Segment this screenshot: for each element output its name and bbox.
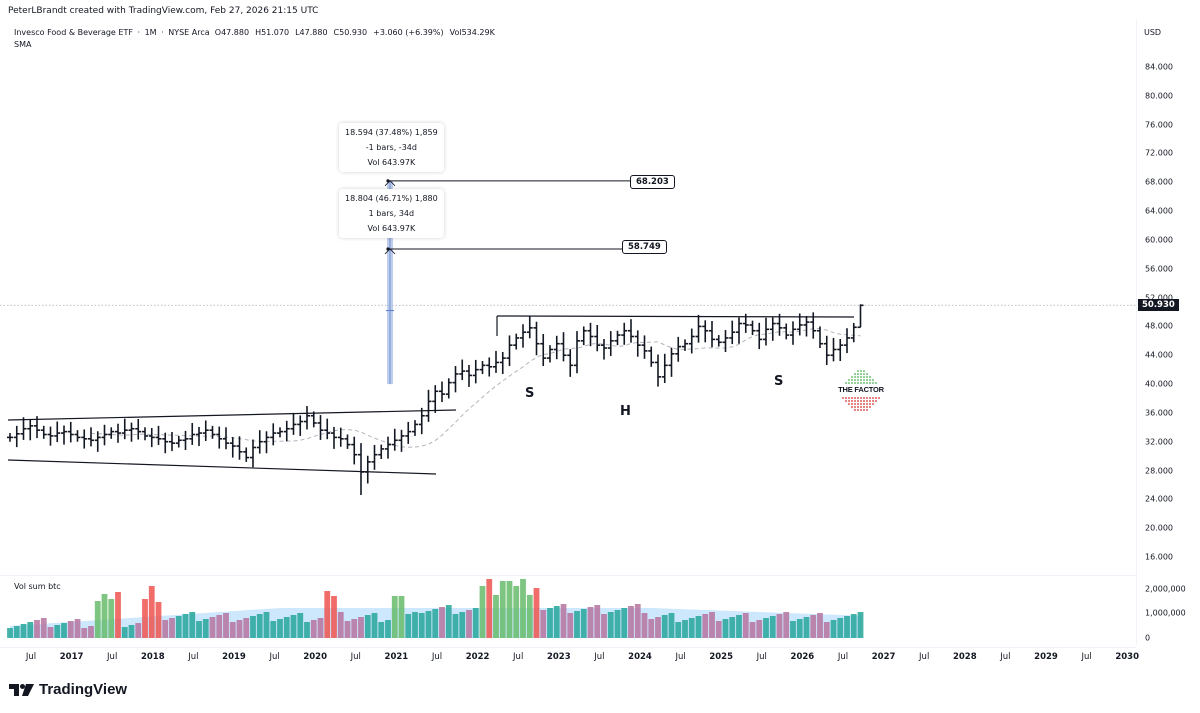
time-tick: Jul (431, 652, 443, 662)
time-tick: 2029 (1034, 652, 1058, 662)
interval[interactable]: 1M (144, 28, 157, 37)
pane-divider[interactable] (0, 575, 1136, 576)
time-tick: 2022 (465, 652, 490, 662)
high-value: H51.070 (255, 28, 290, 37)
time-tick: Jul (513, 652, 524, 662)
exchange: NYSE Arca (168, 28, 210, 37)
measure-upper-volume: Vol 643.97K (367, 158, 416, 167)
price-tick: 84.000 (1145, 62, 1173, 72)
measure-lower-change: 18.804 (46.71%) 1,880 (345, 194, 438, 203)
time-tick: Jul (1081, 652, 1092, 662)
time-tick: 2024 (628, 652, 652, 662)
measure-callout-lower: 18.804 (46.71%) 1,880 1 bars, 34d Vol 64… (339, 189, 444, 238)
time-tick: 2030 (1115, 652, 1140, 662)
volume-axis[interactable]: 2,000,000 1,000,000 0 (1136, 575, 1200, 645)
time-tick: Jul (269, 652, 280, 662)
price-tick: 44.000 (1145, 350, 1173, 360)
time-tick: 2018 (140, 652, 165, 662)
price-tick: 72.000 (1145, 148, 1173, 158)
price-tick: 36.000 (1145, 408, 1173, 418)
symbol-legend: Invesco Food & Beverage ETF · 1M · NYSE … (14, 27, 501, 51)
ohlc-values: O47.880 H51.070 L47.880 C50.930 +3.060 (+6.3… (215, 28, 501, 37)
price-axis[interactable]: 84.000 80.000 76.000 72.000 68.000 64.000 60.0… (1136, 20, 1200, 575)
price-tick: 32.000 (1145, 437, 1173, 447)
factor-dots-icon (842, 370, 880, 411)
legend-main-row: Invesco Food & Beverage ETF · 1M · NYSE … (14, 27, 501, 39)
measure-callout-upper: 18.594 (37.48%) 1,859 -1 bars, -34d Vol … (339, 123, 444, 172)
legend-separator: · (134, 28, 143, 37)
volume-tick: 2,000,000 (1145, 584, 1186, 594)
price-tick: 28.000 (1145, 466, 1173, 476)
indicator-row[interactable]: SMA (14, 40, 32, 49)
change-value: +3.060 (+6.39%) (373, 28, 444, 37)
time-axis[interactable]: Jul 2017 Jul 2018 Jul 2019 Jul 2020 Jul 2021 Jul 20… (0, 647, 1140, 668)
price-tick: 56.000 (1145, 264, 1173, 274)
time-tick: Jul (919, 652, 930, 662)
time-tick: 2023 (546, 652, 571, 662)
price-tick: 52.000 (1145, 293, 1173, 303)
time-tick: 2025 (709, 652, 734, 662)
open-value: O47.880 (214, 28, 250, 37)
the-factor-watermark: THE FACTOR (836, 368, 886, 418)
time-tick: Jul (756, 652, 767, 662)
chart-credit: PeterLBrandt created with TradingView.co… (8, 6, 319, 16)
time-tick: 2019 (222, 652, 246, 662)
pattern-label-right-shoulder: S (774, 374, 784, 389)
price-tick: 40.000 (1145, 379, 1173, 389)
low-value: L47.880 (295, 28, 328, 37)
time-tick: 2021 (384, 652, 409, 662)
price-tick: 20.000 (1145, 523, 1173, 533)
measure-upper-change: 18.594 (37.48%) 1,859 (345, 128, 438, 137)
time-tick: Jul (594, 652, 605, 662)
time-tick: 2017 (59, 652, 84, 662)
volume-tick: 1,000,000 (1145, 608, 1186, 618)
measure-lower-volume: Vol 643.97K (367, 224, 416, 233)
time-tick: Jul (837, 652, 849, 662)
price-tick: 80.000 (1145, 91, 1173, 101)
close-value: C50.930 (333, 28, 368, 37)
measure-upper-bars: -1 bars, -34d (365, 143, 417, 152)
last-price-label: 50.930 (1138, 299, 1179, 311)
time-tick: Jul (350, 652, 361, 662)
price-tick: 24.000 (1145, 494, 1173, 504)
volume-value: Vol534.29K (449, 28, 495, 37)
volume-indicator-label[interactable]: Vol sum btc (14, 582, 61, 591)
time-tick: Jul (675, 652, 686, 662)
time-tick: Jul (1000, 652, 1011, 662)
price-tick: 16.000 (1145, 552, 1173, 562)
tradingview-logo[interactable]: TradingView (9, 681, 127, 698)
time-tick: 2028 (952, 652, 977, 662)
price-tick: 68.000 (1145, 177, 1173, 187)
pattern-label-head: H (620, 404, 631, 419)
tradingview-wordmark: TradingView (39, 681, 128, 698)
time-tick: Jul (107, 652, 118, 662)
time-tick: 2026 (790, 652, 815, 662)
price-tick: 64.000 (1145, 206, 1173, 216)
target-price-label-1[interactable]: 68.203 (630, 175, 675, 189)
measure-lower-bars: 1 bars, 34d (368, 209, 415, 218)
tradingview-logo-icon (9, 683, 34, 696)
volume-tick: 0 (1145, 633, 1151, 643)
time-tick: Jul (25, 652, 37, 662)
price-tick: 76.000 (1145, 120, 1173, 130)
time-tick: 2020 (303, 652, 328, 662)
symbol-name[interactable]: Invesco Food & Beverage ETF (14, 28, 133, 37)
time-tick: 2027 (871, 652, 896, 662)
price-tick: 60.000 (1145, 235, 1173, 245)
pattern-label-left-shoulder: S (525, 386, 535, 401)
legend-separator: · (158, 28, 167, 37)
factor-text: THE FACTOR (838, 385, 884, 394)
currency-label[interactable]: USD (1144, 28, 1162, 37)
target-price-label-2[interactable]: 58.749 (622, 240, 667, 254)
price-tick: 48.000 (1145, 321, 1173, 331)
time-tick: Jul (188, 652, 199, 662)
